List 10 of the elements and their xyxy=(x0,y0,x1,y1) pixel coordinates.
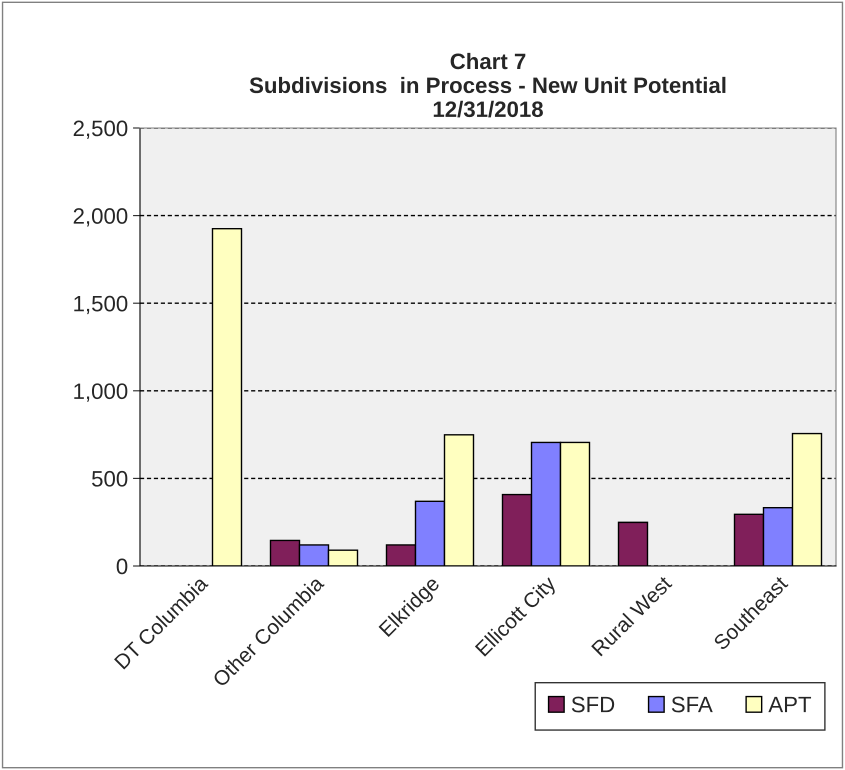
chart-title: Chart 7 Subdivisions in Process - New Unit Potential 12/31/2018 xyxy=(250,52,726,118)
y-tick-label: 1,000 xyxy=(74,383,128,402)
y-tick-label: 2,000 xyxy=(74,208,128,226)
y-tick-label: 0 xyxy=(116,558,128,574)
legend-label: APT xyxy=(768,696,812,712)
y-tick-label: 2,500 xyxy=(74,120,128,139)
y-tick-label: 1,500 xyxy=(74,296,128,314)
y-tick-label: 500 xyxy=(92,470,128,487)
legend-label: SFD xyxy=(572,696,614,712)
legend-label: SFA xyxy=(672,696,713,712)
